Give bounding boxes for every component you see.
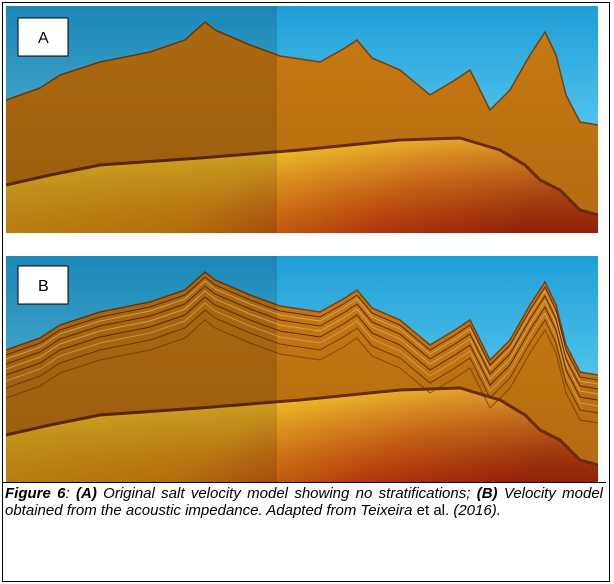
caption-sep: : [66,485,70,502]
panel-label: A [38,30,49,47]
caption: Figure 6: (A) Original salt velocity mod… [2,482,606,519]
caption-text: et al. [417,502,450,519]
panel-tag: (B) [477,485,498,502]
figure: A B [0,0,614,482]
caption-text: (2016). [453,502,501,519]
caption-text: Original salt velocity model showing no … [103,485,470,502]
figure-label: Figure 6 [5,485,66,502]
panel-tag: (A) [76,485,97,502]
page: A B Figure 6: (A) Original salt velocity… [0,0,614,584]
panel-label: B [38,278,49,295]
